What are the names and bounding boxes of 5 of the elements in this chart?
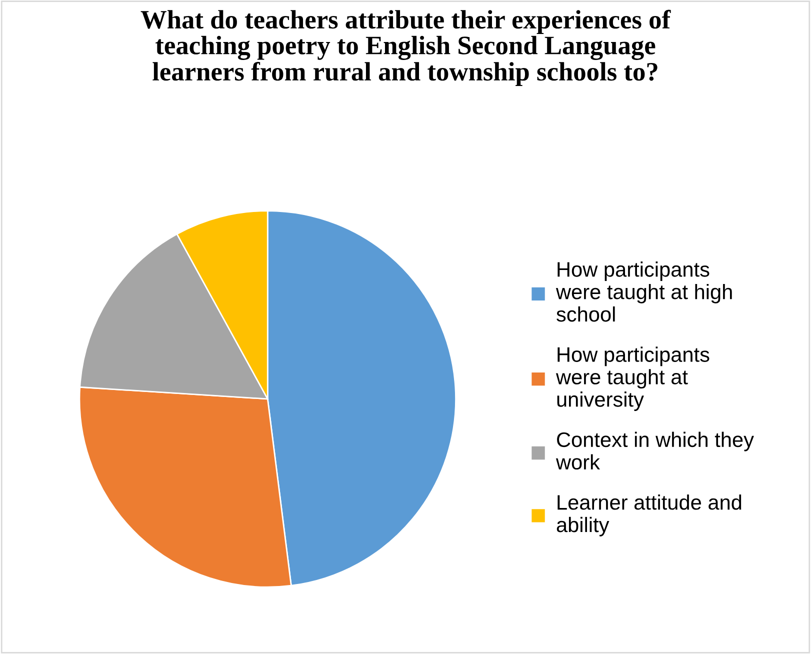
legend-label: How participants were taught at high school (556, 262, 732, 322)
legend-label: Context in which they work (556, 432, 754, 470)
legend-label: How participants were taught at university (556, 346, 710, 411)
legend-label: Learner attitude and ability (556, 494, 742, 536)
chart-title: What do teachers attribute their experiences of teaching poetry to English Second Language learners from rural and township schools to? (140, 10, 671, 86)
